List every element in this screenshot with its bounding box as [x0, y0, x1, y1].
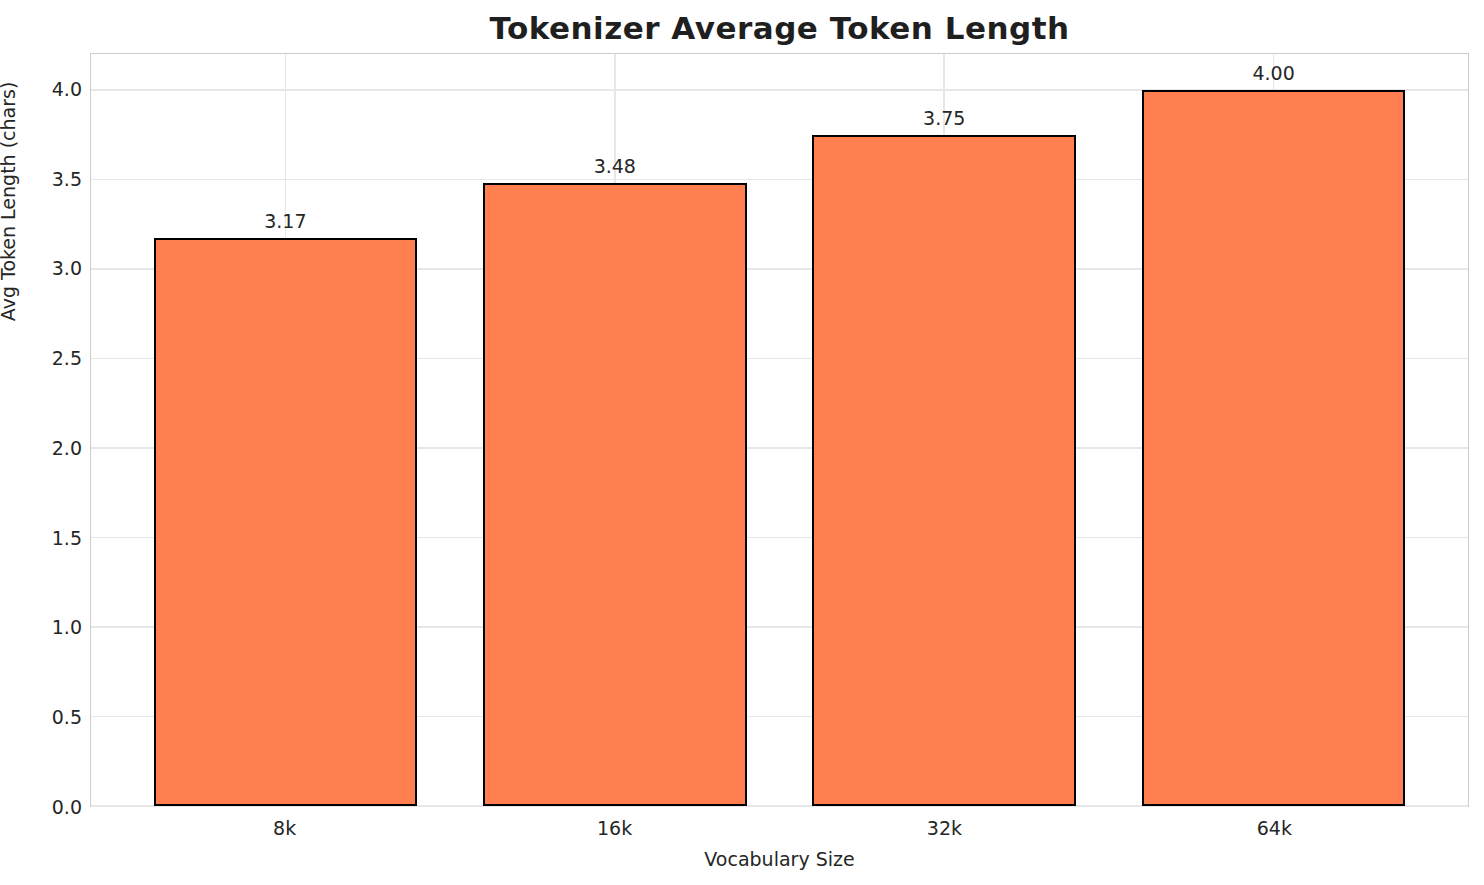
plot-area: 3.17 3.48 3.75 4.00 — [90, 53, 1469, 807]
y-tick-label: 2.0 — [52, 437, 82, 459]
y-axis-title: Avg Token Length (chars) — [0, 82, 19, 322]
y-tick-label: 1.0 — [52, 616, 82, 638]
figure: Tokenizer Average Token Length 3.173.483… — [0, 0, 1484, 885]
bar-64k — [1142, 90, 1406, 806]
y-tick-label: 2.5 — [52, 347, 82, 369]
y-tick-label: 4.0 — [52, 78, 82, 100]
x-tick-label-8k: 8k — [273, 817, 296, 839]
x-tick-label-16k: 16k — [597, 817, 632, 839]
bar-value-label: 4.00 — [1252, 62, 1294, 84]
bar-value-label: 3.17 — [264, 210, 306, 232]
x-tick-label-64k: 64k — [1257, 817, 1292, 839]
y-tick-label: 1.5 — [52, 527, 82, 549]
bar-8k — [154, 238, 418, 806]
bar-16k — [483, 183, 747, 806]
x-tick-label-32k: 32k — [927, 817, 962, 839]
y-tick-label: 3.0 — [52, 257, 82, 279]
y-tick-label: 3.5 — [52, 168, 82, 190]
bar-value-label: 3.48 — [594, 155, 636, 177]
y-tick-label: 0.5 — [52, 706, 82, 728]
bar-32k — [812, 135, 1076, 806]
bar-value-label: 3.75 — [923, 107, 965, 129]
x-axis-title: Vocabulary Size — [90, 848, 1469, 870]
y-tick-label: 0.0 — [52, 796, 82, 818]
chart-title: Tokenizer Average Token Length — [90, 10, 1469, 46]
